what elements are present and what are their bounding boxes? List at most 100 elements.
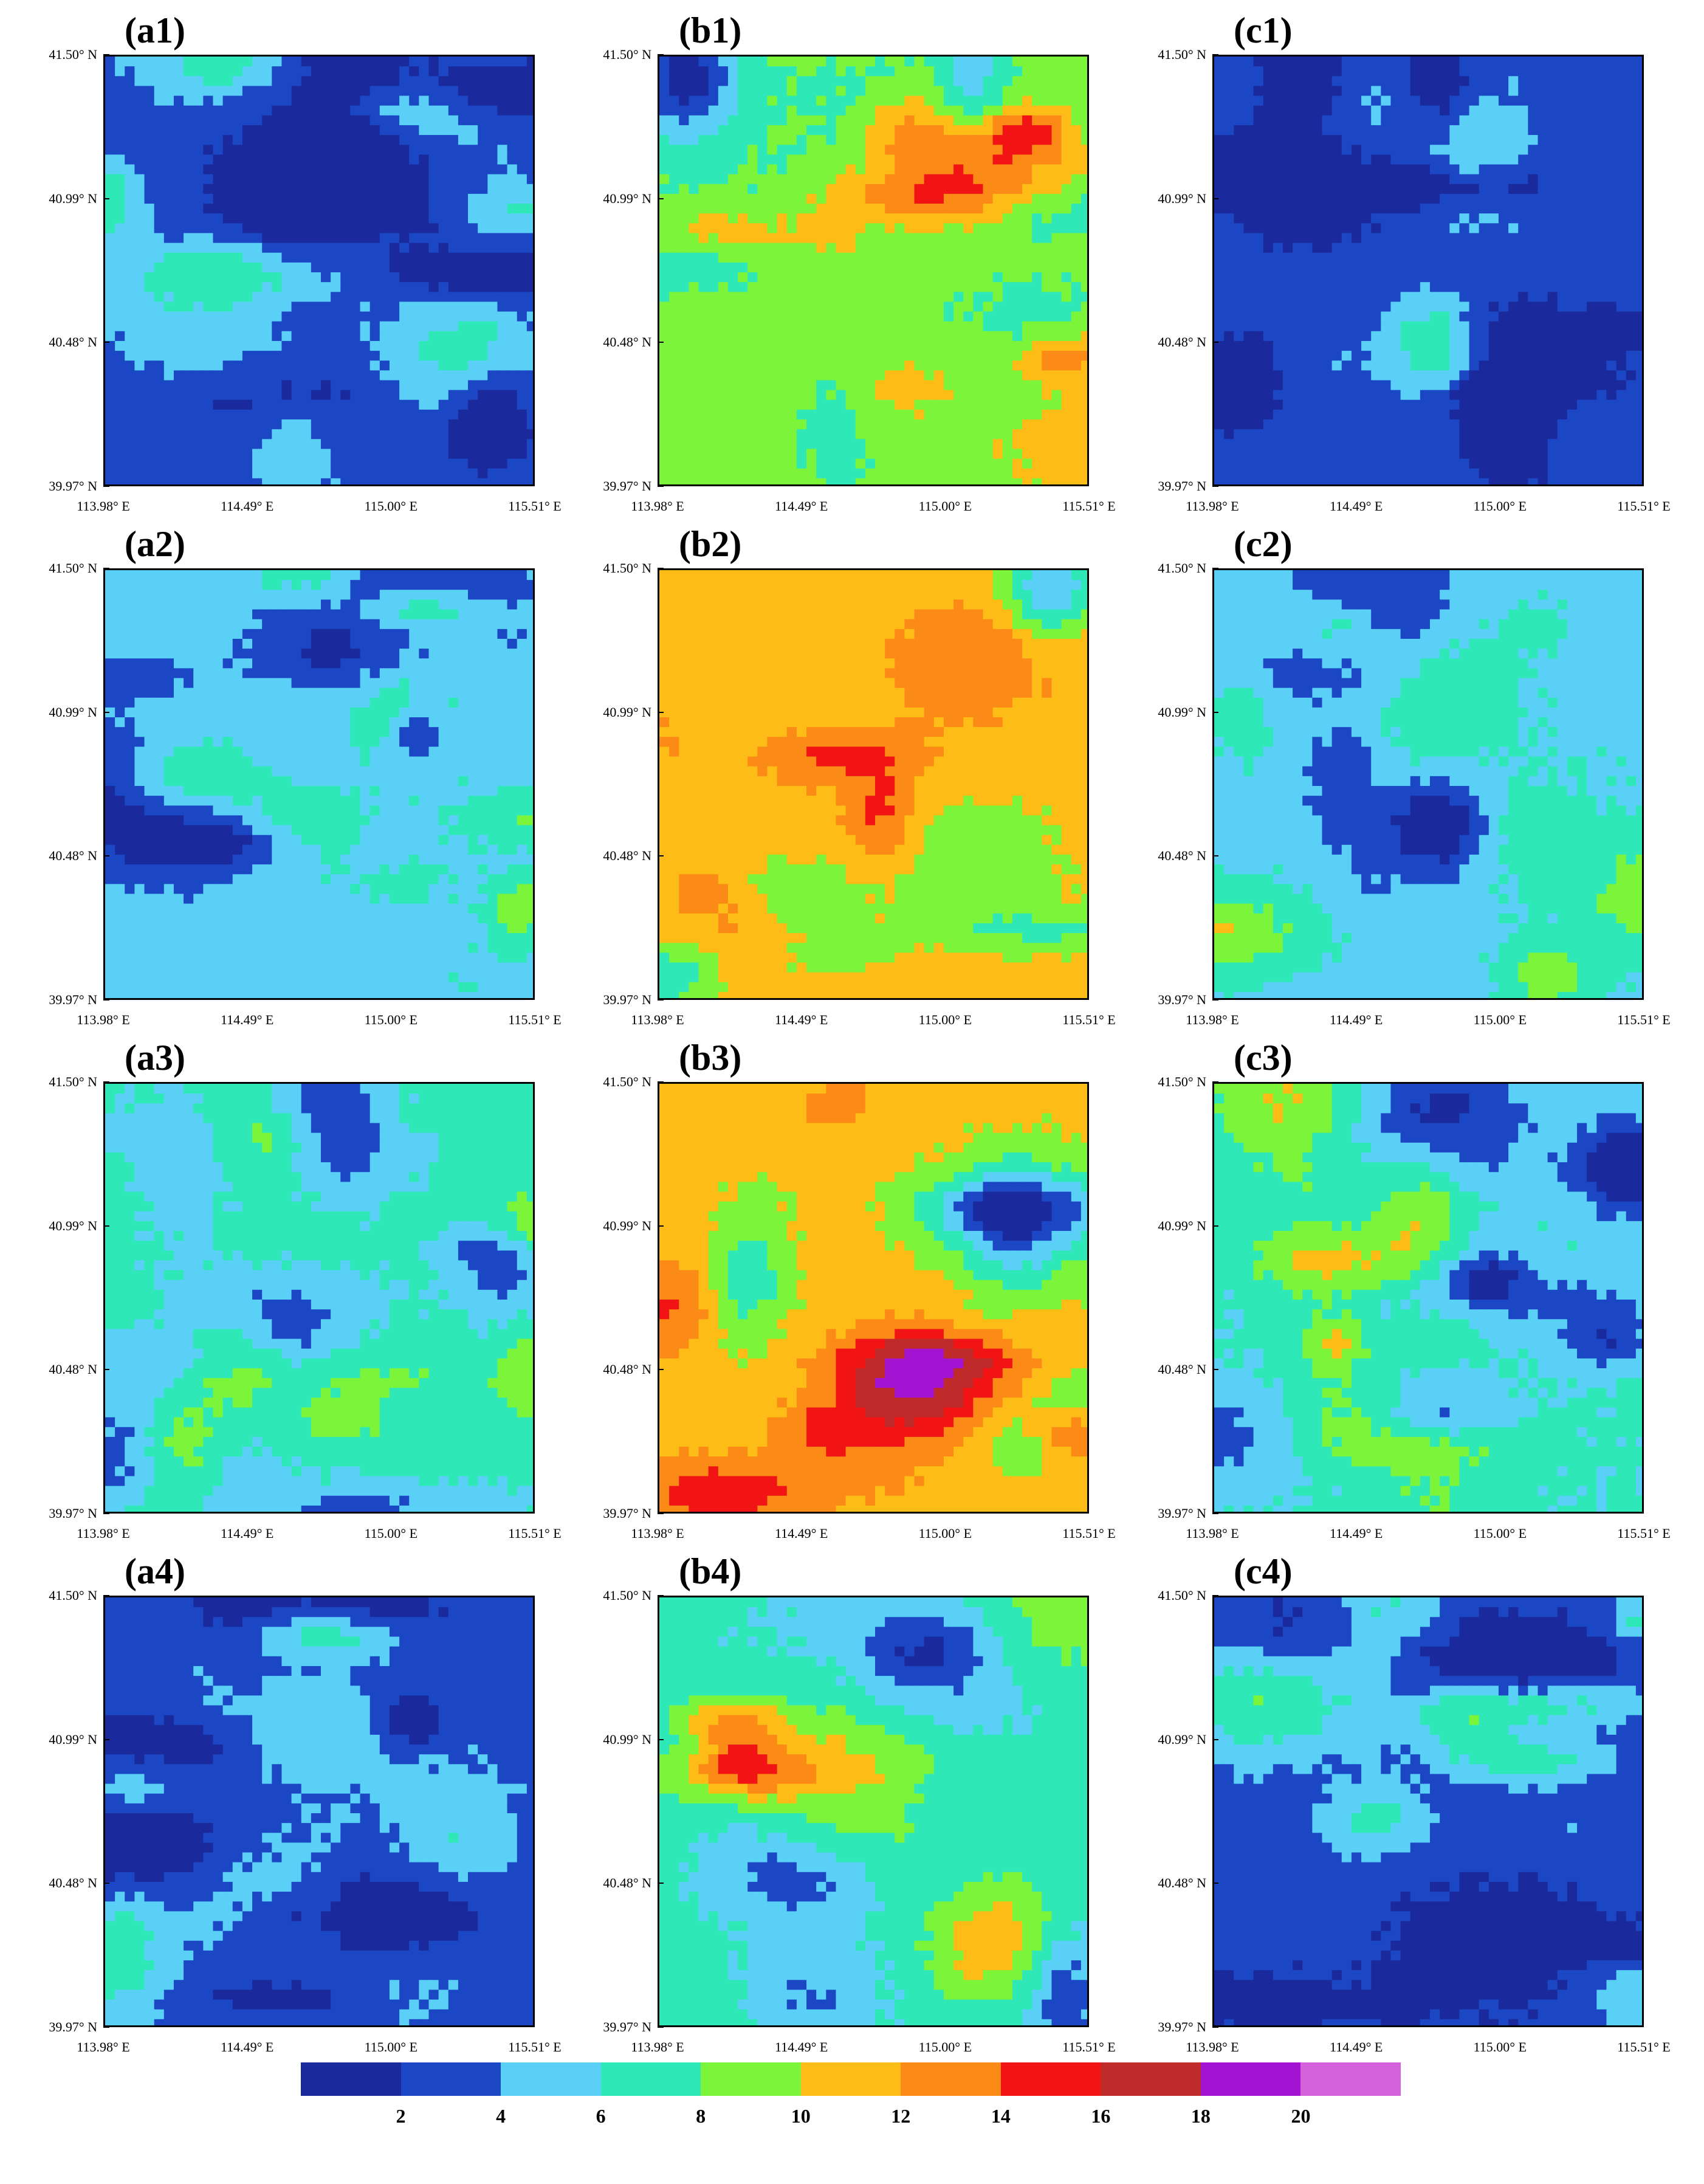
contour-cell	[105, 243, 115, 253]
contour-cell	[943, 262, 954, 273]
contour-cell	[875, 282, 885, 292]
contour-cell	[1071, 223, 1082, 234]
contour-cell	[865, 86, 876, 97]
contour-cell	[360, 282, 371, 292]
contour-cell	[1498, 86, 1509, 97]
contour-cell	[708, 184, 719, 195]
contour-cell	[468, 135, 478, 145]
contour-cell	[708, 154, 719, 165]
contour-cell	[796, 115, 807, 126]
contour-cell	[1469, 105, 1480, 116]
contour-cell	[1032, 301, 1042, 312]
contour-cell	[213, 292, 224, 303]
contour-cell	[184, 76, 194, 87]
contour-cell	[1626, 105, 1637, 116]
contour-cell	[1080, 125, 1087, 136]
contour-cell	[1051, 57, 1062, 67]
contour-cell	[340, 57, 351, 67]
contour-cell	[1606, 164, 1617, 175]
contour-cell	[222, 193, 233, 204]
contour-cell	[1577, 213, 1587, 224]
contour-cell	[777, 301, 788, 312]
contour-cell	[895, 399, 905, 410]
contour-cell	[438, 272, 449, 283]
contour-cell	[281, 66, 292, 77]
contour-cell	[786, 370, 797, 381]
contour-cell	[806, 449, 817, 460]
contour-cell	[689, 213, 699, 224]
contour-cell	[1410, 252, 1421, 263]
contour-cell	[369, 193, 380, 204]
contour-cell	[134, 95, 145, 106]
contour-cell	[904, 321, 915, 332]
contour-cell	[291, 204, 302, 214]
contour-cell	[1420, 145, 1431, 155]
contour-cell	[1302, 292, 1313, 303]
contour-cell	[836, 204, 847, 214]
contour-cell	[1537, 262, 1548, 273]
contour-cell	[669, 390, 679, 401]
contour-cell	[1469, 233, 1480, 244]
contour-cell	[203, 390, 214, 401]
contour-cell	[517, 184, 527, 195]
contour-cell	[1012, 184, 1023, 195]
contour-cell	[904, 292, 915, 303]
contour-cell	[193, 282, 204, 292]
contour-cell	[1061, 409, 1072, 420]
contour-cell	[1282, 115, 1293, 126]
contour-cell	[1459, 105, 1470, 116]
contour-cell	[1567, 252, 1578, 263]
contour-cell	[272, 311, 283, 322]
contour-cell	[875, 213, 885, 224]
contour-cell	[983, 311, 994, 322]
contour-cell	[679, 145, 690, 155]
contour-cell	[311, 184, 321, 195]
contour-cell	[321, 449, 331, 460]
contour-cell	[173, 66, 184, 77]
contour-cell	[1430, 66, 1440, 77]
y-tick-label: 40.99° N	[12, 191, 97, 205]
contour-cell	[1341, 115, 1352, 126]
contour-cell	[1263, 204, 1274, 214]
contour-cell	[1263, 233, 1274, 244]
contour-cell	[1042, 282, 1053, 292]
contour-cell	[497, 370, 508, 381]
contour-cell	[1488, 243, 1499, 253]
contour-cell	[1440, 282, 1450, 292]
contour-cell	[963, 243, 974, 253]
contour-cell	[826, 76, 837, 87]
contour-cell	[826, 125, 837, 136]
contour-cell	[953, 429, 964, 439]
contour-cell	[914, 311, 925, 322]
contour-cell	[291, 76, 302, 87]
contour-cell	[173, 380, 184, 391]
contour-cell	[767, 429, 778, 439]
contour-cell	[1042, 105, 1053, 116]
contour-cell	[983, 154, 994, 165]
contour-cell	[1508, 243, 1519, 253]
contour-cell	[184, 282, 194, 292]
contour-cell	[885, 360, 895, 371]
contour-cell	[1032, 213, 1042, 224]
contour-cell	[1080, 193, 1087, 204]
contour-cell	[213, 213, 224, 224]
contour-cell	[1322, 252, 1333, 263]
contour-cell	[507, 105, 518, 116]
contour-cell	[1508, 105, 1519, 116]
contour-cell	[845, 340, 856, 351]
contour-cell	[281, 105, 292, 116]
contour-cell	[222, 380, 233, 391]
contour-cell	[786, 164, 797, 175]
contour-cell	[291, 86, 302, 97]
contour-cell	[379, 272, 390, 283]
contour-cell	[262, 115, 272, 126]
contour-cell	[1051, 429, 1062, 439]
contour-cell	[679, 449, 690, 460]
contour-cell	[727, 233, 738, 244]
contour-cell	[526, 154, 533, 165]
contour-cell	[1312, 95, 1323, 106]
contour-cell	[1537, 204, 1548, 214]
contour-cell	[272, 223, 283, 234]
contour-cell	[1282, 193, 1293, 204]
contour-cell	[173, 204, 184, 214]
